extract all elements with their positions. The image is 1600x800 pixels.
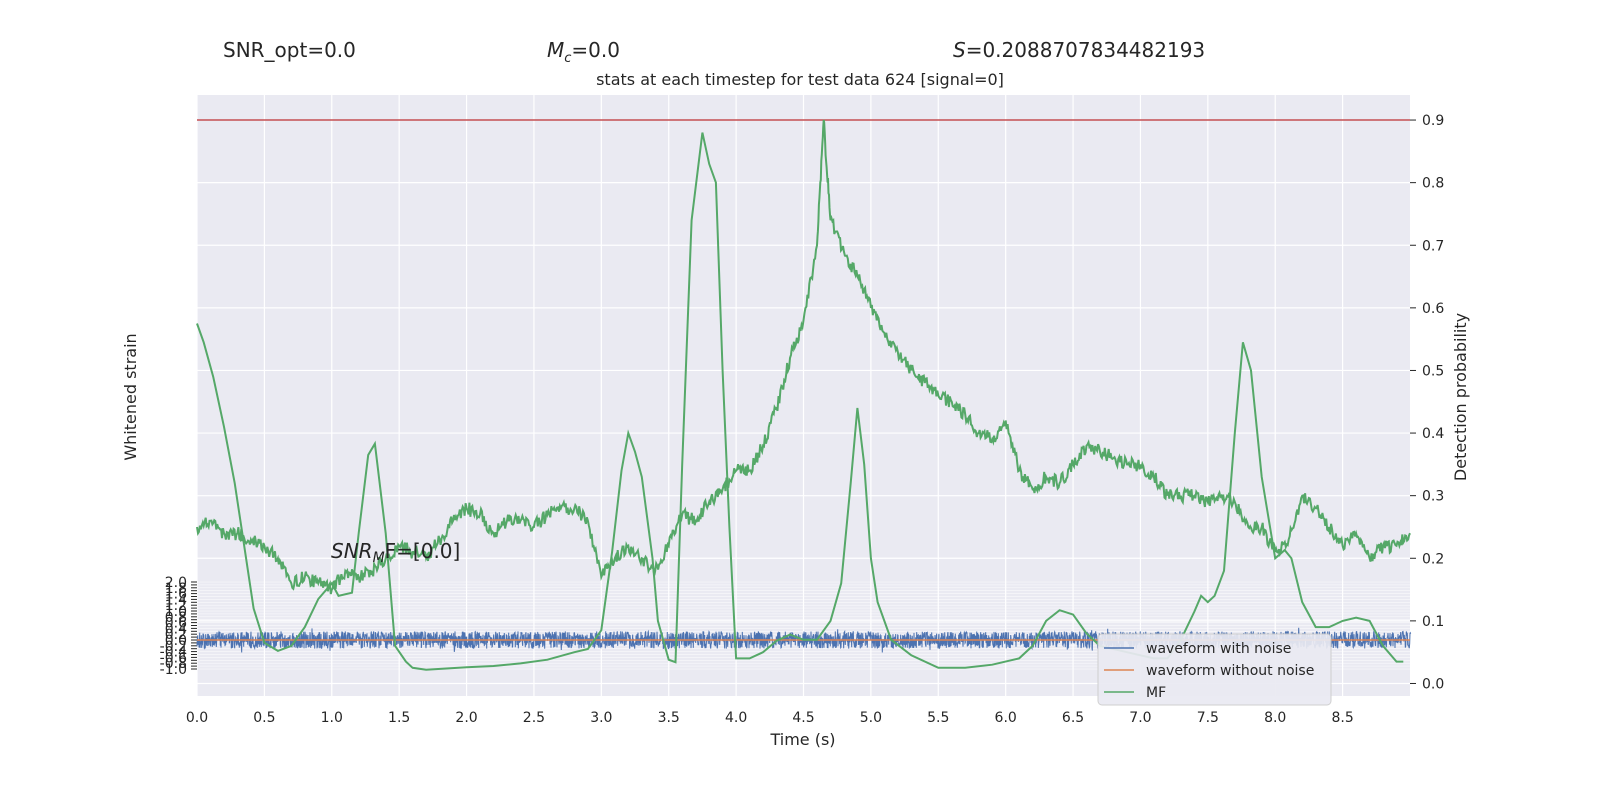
x-tick-label: 2.5 (523, 710, 545, 726)
right-axis: 0.0 0.1 0.2 0.3 0.4 0.5 0.6 0.7 0.8 0.9 (1410, 113, 1444, 692)
y-axis-left-label: Whitened strain (121, 333, 140, 460)
y-left-tick-label: -0.4 (160, 645, 187, 661)
y-right-tick-label: 0.5 (1422, 363, 1444, 379)
probability-line (196, 119, 1411, 595)
y-left-tick-label: -1.0 (160, 662, 187, 678)
y-left-tick-label: -0.6 (160, 650, 187, 666)
y-left-tick-label: 0.6 (165, 616, 187, 632)
y-right-tick-label: 0.9 (1422, 113, 1444, 129)
x-axis: 0.0 0.5 1.0 1.5 2.0 2.5 3.0 3.5 4.0 4.5 5.0 5.5 6.0 6… (186, 710, 1354, 726)
snr-opt-label: SNR_opt=0.0 (223, 38, 356, 62)
snr-mf-subscript: M (373, 550, 385, 566)
legend-label: waveform without noise (1146, 663, 1314, 679)
x-tick-label: 7.0 (1129, 710, 1151, 726)
mf-line (196, 132, 1404, 671)
x-tick-label: 0.0 (186, 710, 208, 726)
x-tick-label: 4.5 (792, 710, 814, 726)
y-right-tick-label: 0.0 (1422, 676, 1444, 692)
x-tick-label: 2.0 (455, 710, 477, 726)
x-tick-label: 3.5 (658, 710, 680, 726)
x-tick-label: 3.0 (590, 710, 612, 726)
chirp-mass-subscript: c (564, 51, 572, 66)
y-left-tick-label: 1.8 (165, 581, 187, 597)
x-tick-label: 8.5 (1331, 710, 1353, 726)
x-tick-label: 5.5 (927, 710, 949, 726)
y-right-tick-label: 0.4 (1422, 426, 1444, 442)
y-left-tick-label: 0.2 (165, 627, 187, 643)
y-left-tick-label: 1.6 (165, 587, 187, 603)
y-right-tick-label: 0.6 (1422, 301, 1444, 317)
legend-label: MF (1146, 685, 1166, 701)
snr-mf-annotation: SNRMF=[0.0] (331, 539, 460, 566)
y-left-tick-label: 1.4 (165, 592, 187, 608)
y-left-tick-label: 0.0 (165, 633, 187, 649)
x-tick-label: 5.0 (860, 710, 882, 726)
y-left-tick-label: 1.0 (165, 604, 187, 620)
legend-frame (1097, 633, 1332, 706)
x-tick-label: 6.0 (995, 710, 1017, 726)
chart-subtitle: stats at each timestep for test data 624… (596, 70, 1004, 89)
y-left-tick-label: 0.4 (165, 621, 187, 637)
x-axis-label: Time (s) (769, 730, 835, 749)
detection-probability-series (196, 119, 1411, 595)
y-right-tick-label: 0.8 (1422, 176, 1444, 192)
legend-label: waveform with noise (1146, 641, 1291, 657)
y-left-tick-label: -0.8 (160, 656, 187, 672)
legend: waveform with noise waveform without nois… (1097, 633, 1332, 706)
y-left-tick-label: 2.0 (165, 575, 187, 591)
y-left-tick-label: 0.8 (165, 610, 187, 626)
snr-mf-rest: F=[0.0] (385, 539, 461, 563)
score-symbol: S (953, 38, 966, 62)
x-tick-label: 6.5 (1062, 710, 1084, 726)
snr-mf-prefix: SNR (331, 539, 373, 563)
y-axis-right-label: Detection probability (1451, 313, 1470, 481)
y-right-tick-label: 0.1 (1422, 614, 1444, 630)
x-tick-label: 1.0 (321, 710, 343, 726)
x-tick-label: 8.0 (1264, 710, 1286, 726)
y-right-tick-label: 0.2 (1422, 551, 1444, 567)
y-left-tick-label: 1.2 (165, 598, 187, 614)
score-value: =0.2088707834482193 (965, 38, 1206, 62)
mf-series (196, 132, 1404, 671)
chirp-mass-label: Mc=0.0 (547, 38, 620, 66)
chirp-mass-value: =0.0 (571, 38, 620, 62)
x-tick-label: 7.5 (1197, 710, 1219, 726)
x-tick-label: 4.0 (725, 710, 747, 726)
y-right-tick-label: 0.3 (1422, 489, 1444, 505)
score-label: S=0.2088707834482193 (953, 38, 1205, 62)
y-left-tick-label: -0.2 (160, 639, 187, 655)
x-tick-label: 0.5 (253, 710, 275, 726)
x-tick-label: 1.5 (388, 710, 410, 726)
chirp-mass-symbol: M (547, 38, 565, 62)
y-right-tick-label: 0.7 (1422, 238, 1444, 254)
